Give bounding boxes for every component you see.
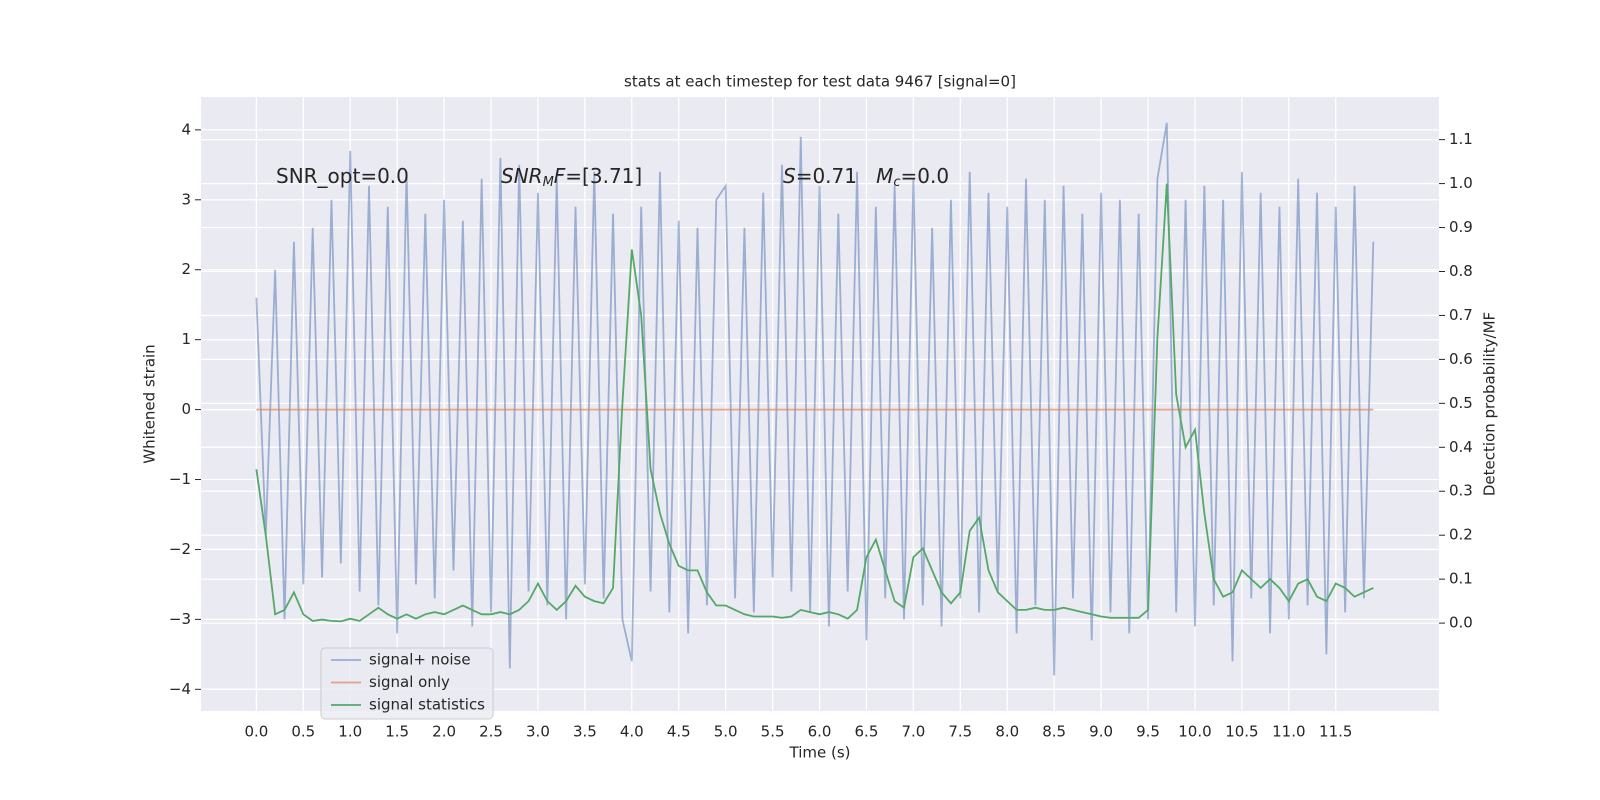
x-tick-label: 7.5 bbox=[948, 723, 972, 741]
x-tick-label: 0.0 bbox=[244, 723, 268, 741]
legend-box bbox=[320, 647, 494, 720]
x-tick-label: 0.5 bbox=[291, 723, 315, 741]
x-tick-label: 8.5 bbox=[1042, 723, 1066, 741]
annotation-text: c bbox=[893, 175, 900, 190]
x-tick-label: 10.0 bbox=[1178, 723, 1211, 741]
y2-tick-label: 0.3 bbox=[1449, 482, 1473, 500]
x-tick-label: 3.5 bbox=[573, 723, 597, 741]
y2-tick-label: 0.8 bbox=[1449, 262, 1473, 280]
y-axis-label: Whitened strain bbox=[141, 344, 159, 463]
annotation-text: M bbox=[543, 175, 554, 190]
annotation-text: SNR bbox=[501, 164, 543, 188]
x-tick-label: 1.5 bbox=[385, 723, 409, 741]
x-tick-label: 7.0 bbox=[901, 723, 925, 741]
series-line bbox=[255, 183, 1374, 623]
y-tick-label: 0 bbox=[181, 400, 191, 418]
chart-title: stats at each timestep for test data 946… bbox=[624, 73, 1016, 91]
y-tick-label: −4 bbox=[169, 680, 191, 698]
annotation: S=0.71 Mc=0.0 bbox=[783, 164, 949, 190]
x-tick-label: 1.0 bbox=[338, 723, 362, 741]
x-tick-label: 2.5 bbox=[479, 723, 503, 741]
legend-label: signal only bbox=[369, 673, 450, 691]
x-axis-label: Time (s) bbox=[789, 744, 851, 762]
legend-label: signal+ noise bbox=[369, 651, 471, 669]
ticks: 0.0 0.5 1.0 1.5 2.0 2.5 3.0 3.5 4.0 4.5 5.0 5.5 6.0 6… bbox=[169, 120, 1473, 740]
y2-tick-label: 0.9 bbox=[1449, 218, 1473, 236]
x-tick-label: 5.5 bbox=[761, 723, 785, 741]
x-tick-label: 3.0 bbox=[526, 723, 550, 741]
x-tick-label: 8.0 bbox=[995, 723, 1019, 741]
y2-tick-label: 0.7 bbox=[1449, 306, 1473, 324]
y-tick-label: 2 bbox=[181, 260, 191, 278]
annotation-text: =0.0 bbox=[901, 164, 950, 188]
x-tick-label: 4.0 bbox=[620, 723, 644, 741]
x-tick-label: 4.5 bbox=[667, 723, 691, 741]
y2-tick-label: 0.4 bbox=[1449, 438, 1473, 456]
y2-tick-label: 1.0 bbox=[1449, 174, 1473, 192]
x-tick-label: 11.5 bbox=[1319, 723, 1352, 741]
y-tick-label: −1 bbox=[169, 470, 191, 488]
annotation-text: M bbox=[876, 164, 893, 188]
x-tick-label: 9.0 bbox=[1089, 723, 1113, 741]
y2-tick-label: 0.2 bbox=[1449, 526, 1473, 544]
legend-label: signal statistics bbox=[369, 696, 485, 714]
y-tick-label: −3 bbox=[169, 610, 191, 628]
annotation-text: S bbox=[783, 164, 796, 188]
marks bbox=[255, 122, 1375, 676]
annotation-text: F bbox=[554, 164, 566, 188]
y-tick-label: −2 bbox=[169, 540, 191, 558]
x-tick-label: 5.0 bbox=[714, 723, 738, 741]
series-line bbox=[255, 122, 1375, 676]
x-tick-label: 10.5 bbox=[1225, 723, 1258, 741]
y2-axis-label: Detection probability/MF bbox=[1481, 312, 1499, 496]
x-tick-label: 11.0 bbox=[1272, 723, 1305, 741]
x-tick-label: 6.5 bbox=[855, 723, 879, 741]
y-tick-label: 3 bbox=[181, 190, 191, 208]
y-tick-label: 1 bbox=[181, 330, 191, 348]
annotation-text: =0.71 bbox=[796, 164, 876, 188]
annotation-text: =[3.71] bbox=[565, 164, 642, 188]
x-tick-label: 6.0 bbox=[808, 723, 832, 741]
y2-tick-label: 0.6 bbox=[1449, 350, 1473, 368]
x-tick-label: 2.0 bbox=[432, 723, 456, 741]
y-tick-label: 4 bbox=[181, 120, 191, 138]
annotation: SNR_opt=0.0 bbox=[276, 164, 409, 188]
y2-tick-label: 1.1 bbox=[1449, 130, 1473, 148]
legend: signal+ noise signal only signal statistic… bbox=[320, 647, 494, 720]
annotation-text: SNR_opt=0.0 bbox=[276, 164, 409, 188]
annotation: SNRMF=[3.71] bbox=[501, 164, 642, 190]
y2-tick-label: 0.1 bbox=[1449, 570, 1473, 588]
x-tick-label: 9.5 bbox=[1136, 723, 1160, 741]
y2-tick-label: 0.5 bbox=[1449, 394, 1473, 412]
y2-tick-label: 0.0 bbox=[1449, 614, 1473, 632]
